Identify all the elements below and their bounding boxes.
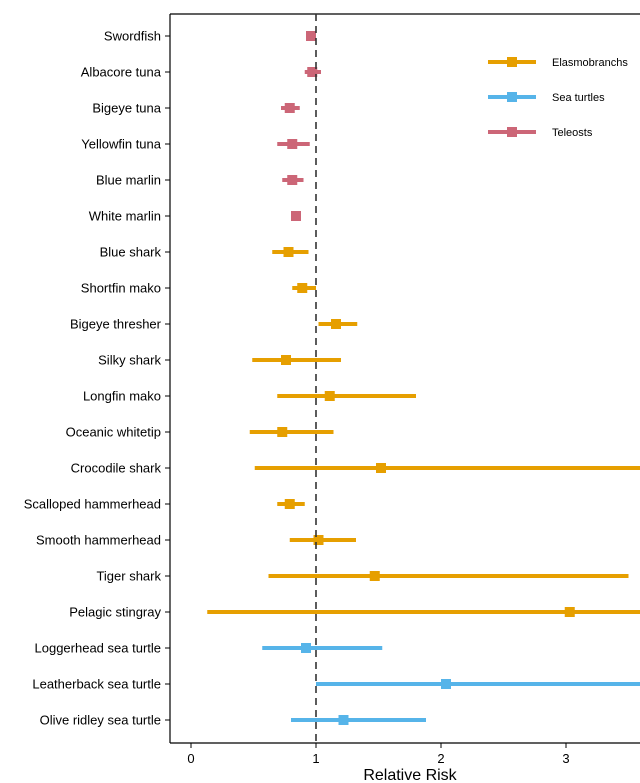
x-tick-label: 1: [312, 751, 319, 766]
point-estimate: [338, 715, 349, 725]
x-tick-label: 2: [437, 751, 444, 766]
y-tick-label: Yellowfin tuna: [81, 137, 162, 152]
y-tick-label: Swordfish: [104, 29, 161, 44]
x-tick-label: 3: [562, 751, 569, 766]
point-estimate: [313, 535, 324, 545]
y-tick-label: Longfin mako: [83, 389, 161, 404]
y-tick-label: Pelagic stingray: [69, 605, 161, 620]
point-estimate: [441, 679, 451, 689]
point-estimate: [284, 499, 295, 509]
y-tick-label: Bigeye tuna: [92, 101, 161, 116]
y-tick-label: Leatherback sea turtle: [32, 677, 161, 692]
y-tick-label: Smooth hammerhead: [36, 533, 161, 548]
point-estimate: [287, 139, 298, 149]
x-tick-label: 0: [187, 751, 194, 766]
y-tick-label: Tiger shark: [96, 569, 161, 584]
y-tick-label: Shortfin mako: [81, 281, 161, 296]
y-tick-label: Loggerhead sea turtle: [35, 641, 161, 656]
point-estimate: [306, 31, 316, 41]
point-estimate: [307, 67, 318, 77]
y-tick-label: Crocodile shark: [71, 461, 162, 476]
point-estimate: [287, 175, 298, 185]
y-tick-label: Scalloped hammerhead: [24, 497, 161, 512]
point-estimate: [281, 355, 291, 365]
point-estimate: [376, 463, 386, 473]
y-tick-label: Oceanic whitetip: [66, 425, 161, 440]
y-tick-label: Bigeye thresher: [70, 317, 162, 332]
x-axis-title: Relative Risk: [363, 767, 457, 783]
y-tick-label: Olive ridley sea turtle: [40, 713, 161, 728]
legend-marker: [507, 127, 517, 137]
y-tick-label: White marlin: [89, 209, 161, 224]
point-estimate: [277, 427, 288, 437]
y-tick-label: Albacore tuna: [81, 65, 162, 80]
point-estimate: [284, 103, 295, 113]
legend-label: Elasmobranchs: [552, 57, 628, 69]
legend-marker: [507, 92, 517, 102]
point-estimate: [369, 571, 380, 581]
y-tick-label: Blue marlin: [96, 173, 161, 188]
legend-marker: [507, 57, 517, 67]
legend-label: Teleosts: [552, 127, 593, 139]
point-estimate: [291, 211, 301, 221]
y-tick-label: Silky shark: [98, 353, 161, 368]
y-tick-label: Blue shark: [100, 245, 162, 260]
point-estimate: [301, 643, 311, 653]
legend-label: Sea turtles: [552, 92, 605, 104]
point-estimate: [283, 247, 294, 257]
point-estimate: [564, 607, 575, 617]
point-estimate: [297, 283, 308, 293]
point-estimate: [324, 391, 335, 401]
point-estimate: [331, 319, 341, 329]
